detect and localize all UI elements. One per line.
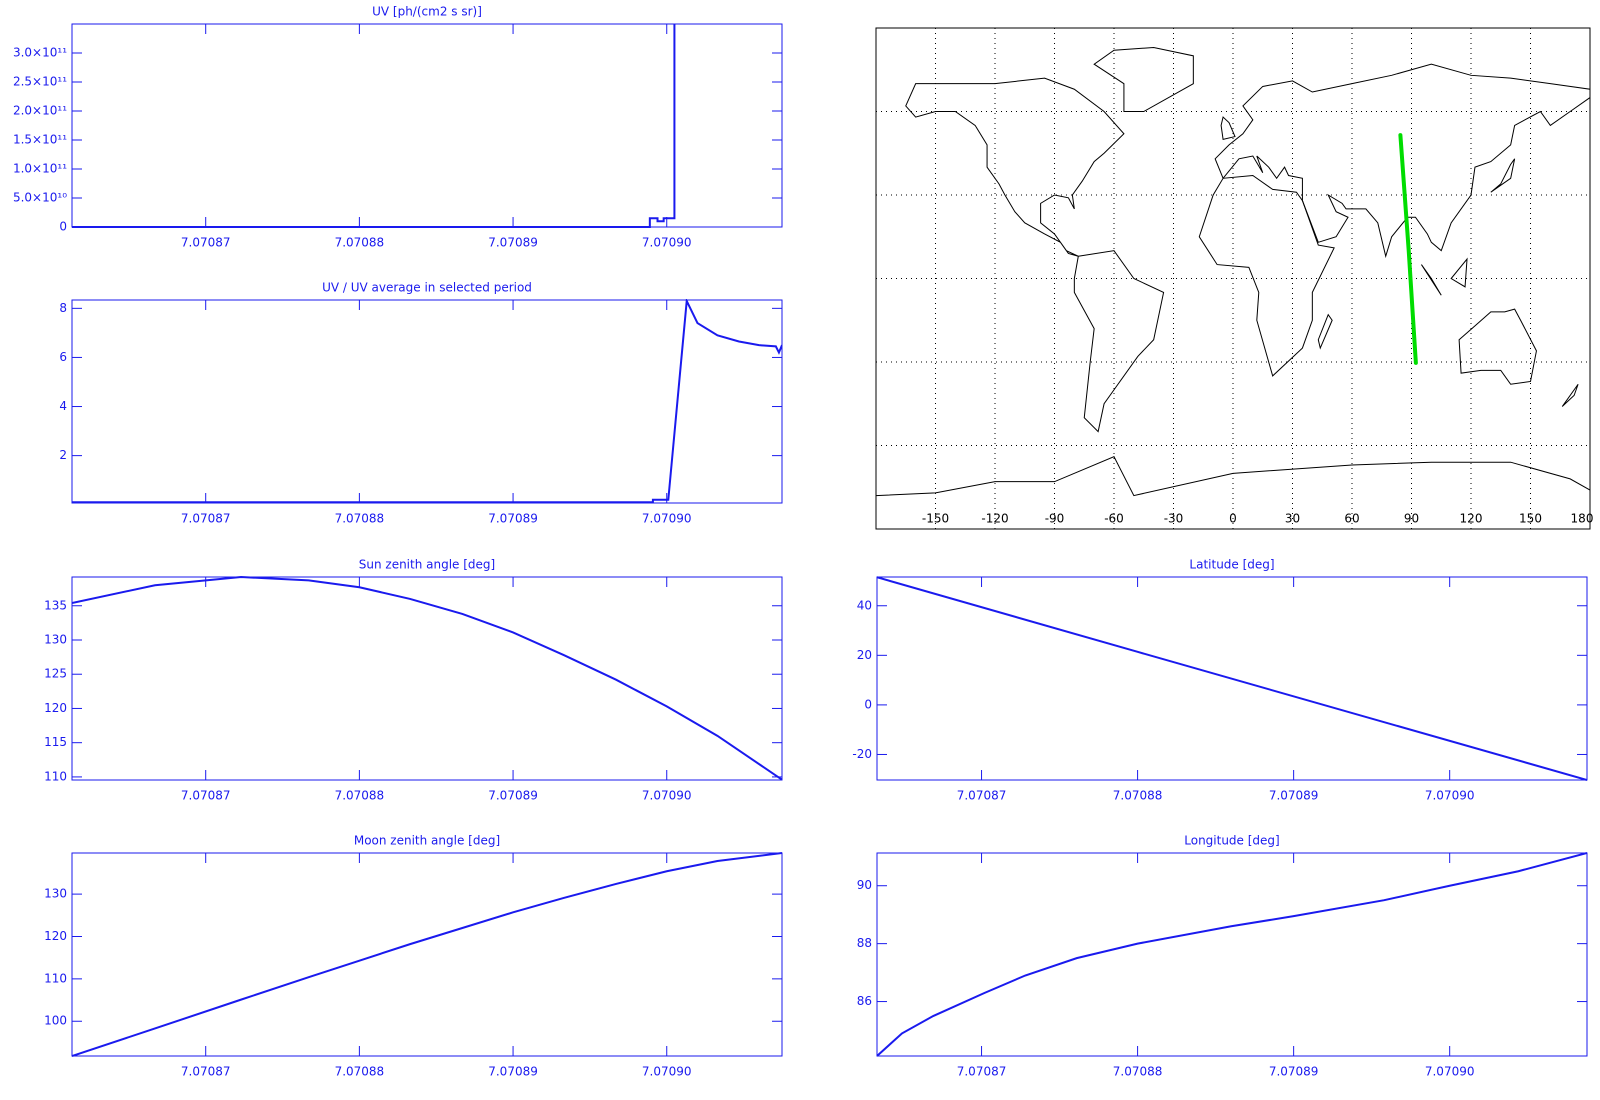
x-tick-label: 30 [1285, 512, 1300, 526]
coast-australia [1459, 309, 1536, 384]
y-tick-label: 88 [857, 936, 872, 950]
x-tick-label: 7.07089 [488, 236, 538, 250]
plot-frame [876, 576, 1588, 781]
y-tick-label: 1.5×10¹¹ [13, 133, 67, 147]
x-tick-label: 7.07090 [1425, 789, 1475, 803]
chart-title: Latitude [deg] [1189, 558, 1274, 572]
data-line [72, 24, 676, 228]
x-tick-label: 60 [1344, 512, 1359, 526]
y-tick-label: 6 [59, 350, 67, 364]
coast-antarctica [876, 457, 1590, 496]
y-tick-label: 0 [864, 697, 872, 711]
y-tick-label: 90 [857, 878, 872, 892]
x-tick-label: 7.07090 [642, 1065, 692, 1079]
data-line [72, 852, 782, 1057]
chart-title: Sun zenith angle [deg] [359, 558, 495, 572]
x-tick-label: -90 [1045, 512, 1065, 526]
y-tick-label: 2.0×10¹¹ [13, 104, 67, 118]
x-tick-label: -60 [1104, 512, 1124, 526]
x-tick-label: 7.07088 [335, 789, 385, 803]
x-tick-label: 90 [1404, 512, 1419, 526]
x-tick-label: 0 [1229, 512, 1237, 526]
coastlines [876, 47, 1590, 495]
y-tick-label: 5.0×10¹⁰ [13, 191, 67, 205]
chart-title: Moon zenith angle [deg] [354, 834, 500, 848]
x-tick-label: 7.07089 [488, 789, 538, 803]
y-tick-label: 3.0×10¹¹ [13, 46, 67, 60]
y-tick-label: -20 [852, 747, 872, 761]
track [1398, 133, 1418, 365]
y-tick-label: 135 [44, 598, 67, 612]
x-tick-label: 7.07088 [335, 1065, 385, 1079]
x-tick-label: 7.07088 [1113, 789, 1163, 803]
x-tick-label: 7.07087 [181, 512, 231, 526]
y-tick-label: 0 [59, 220, 67, 234]
plot-frame [876, 852, 1588, 1057]
x-tick-label: 150 [1519, 512, 1542, 526]
coast-greenland [1094, 47, 1193, 111]
x-tick-label: 7.07089 [488, 1065, 538, 1079]
y-tick-label: 86 [857, 994, 872, 1008]
data-line [72, 576, 782, 781]
x-tick-label: 180 [1571, 512, 1594, 526]
x-tick-label: 7.07087 [181, 236, 231, 250]
y-tick-label: 2 [59, 448, 67, 462]
y-tick-label: 4 [59, 399, 67, 413]
coast-north-america [906, 78, 1124, 256]
y-tick-label: 130 [44, 887, 67, 901]
coast-africa [1199, 176, 1334, 376]
data-line [877, 852, 1587, 1057]
y-tick-label: 130 [44, 632, 67, 646]
plot-frame [71, 852, 783, 1057]
x-tick-label: 7.07090 [642, 789, 692, 803]
y-tick-label: 1.0×10¹¹ [13, 162, 67, 176]
x-tick-label: 7.07088 [335, 236, 385, 250]
x-tick-label: 7.07088 [1113, 1065, 1163, 1079]
x-tick-label: 7.07087 [957, 1065, 1007, 1079]
y-tick-label: 110 [44, 769, 67, 783]
x-tick-label: 7.07087 [957, 789, 1007, 803]
x-tick-label: -150 [922, 512, 949, 526]
y-tick-label: 120 [44, 701, 67, 715]
chart-title: UV [ph/(cm2 s sr)] [372, 5, 482, 19]
y-tick-label: 125 [44, 667, 67, 681]
coast-eurasia [1215, 64, 1590, 256]
x-tick-label: -120 [981, 512, 1008, 526]
y-tick-label: 40 [857, 598, 872, 612]
x-tick-label: 120 [1460, 512, 1483, 526]
plot-frame [71, 23, 783, 228]
data-line [877, 576, 1587, 781]
x-tick-label: 7.07089 [488, 512, 538, 526]
chart-title: UV / UV average in selected period [322, 281, 532, 295]
x-tick-label: 7.07090 [642, 512, 692, 526]
y-tick-label: 20 [857, 648, 872, 662]
x-tick-label: 7.07090 [1425, 1065, 1475, 1079]
coast-south-america [1074, 251, 1163, 432]
y-tick-label: 110 [44, 971, 67, 985]
coast-islands [1221, 117, 1578, 406]
x-tick-label: 7.07087 [181, 789, 231, 803]
y-tick-label: 100 [44, 1014, 67, 1028]
chart-title: Longitude [deg] [1184, 834, 1279, 848]
x-tick-label: 7.07089 [1269, 1065, 1319, 1079]
x-tick-label: -30 [1164, 512, 1184, 526]
x-tick-label: 7.07088 [335, 512, 385, 526]
y-tick-label: 120 [44, 929, 67, 943]
plot-frame [71, 576, 783, 781]
x-tick-label: 7.07087 [181, 1065, 231, 1079]
data-line [72, 299, 782, 504]
x-tick-label: 7.07090 [642, 236, 692, 250]
y-tick-label: 115 [44, 735, 67, 749]
y-tick-label: 2.5×10¹¹ [13, 75, 67, 89]
y-tick-label: 8 [59, 301, 67, 315]
plot-frame [71, 299, 783, 504]
x-tick-label: 7.07089 [1269, 789, 1319, 803]
